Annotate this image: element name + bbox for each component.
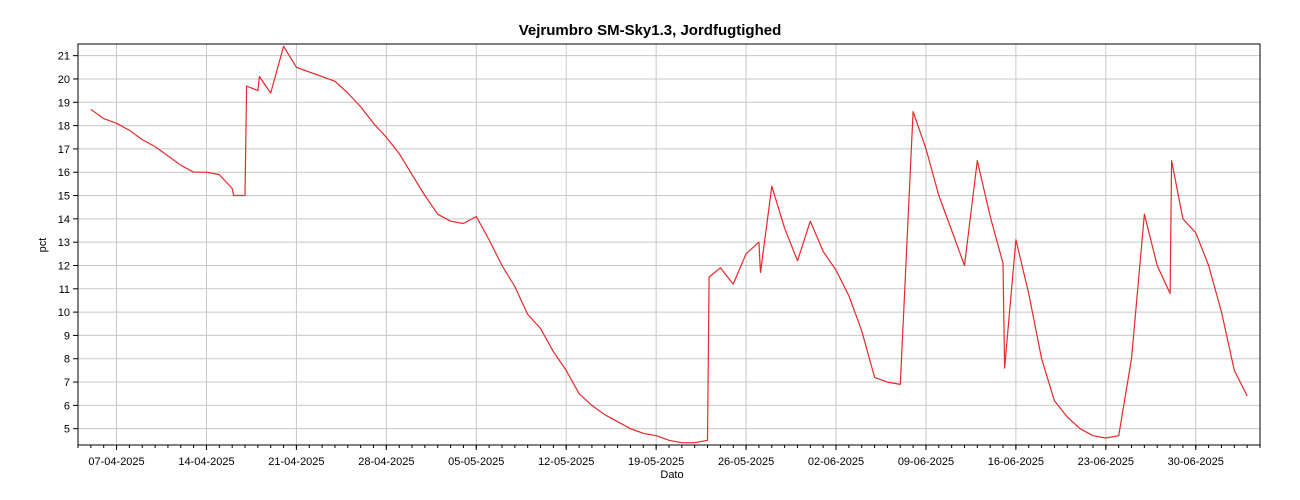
series-line [90, 45, 1248, 444]
plot-frame [77, 43, 1261, 446]
y-tick-label: 17 [58, 144, 70, 156]
y-tick-label: 7 [64, 377, 70, 389]
series-layer [90, 45, 1248, 444]
y-axis-title: pct [37, 238, 49, 253]
y-tick-label: 19 [58, 97, 70, 109]
x-tick-label: 23-06-2025 [1078, 456, 1134, 468]
x-tick-label: 30-06-2025 [1168, 456, 1224, 468]
x-tick-label: 28-04-2025 [358, 456, 414, 468]
axes [73, 43, 1261, 450]
y-tick-label: 18 [58, 121, 70, 133]
y-tick-label: 11 [59, 284, 70, 296]
x-tick-label: 02-06-2025 [808, 456, 864, 468]
y-tick-label: 12 [58, 260, 70, 272]
x-tick-label: 14-04-2025 [178, 456, 234, 468]
x-tick-label: 05-05-2025 [448, 456, 504, 468]
y-tick-label: 9 [64, 330, 70, 342]
y-tick-label: 21 [58, 51, 70, 63]
x-tick-label: 16-06-2025 [988, 456, 1044, 468]
y-tick-label: 13 [58, 237, 70, 249]
x-axis-title: Dato [660, 469, 683, 481]
y-tick-label: 8 [64, 354, 70, 366]
x-tick-label: 21-04-2025 [268, 456, 324, 468]
y-tick-label: 6 [64, 400, 70, 412]
chart-title: Vejrumbro SM-Sky1.3, Jordfugtighed [519, 22, 782, 39]
x-tick-label: 19-05-2025 [628, 456, 684, 468]
x-tick-label: 26-05-2025 [718, 456, 774, 468]
x-tick-labels: 07-04-2025 14-04-2025 21-04-2025 28-04-2025… [88, 456, 1223, 468]
x-tick-label: 12-05-2025 [538, 456, 594, 468]
y-tick-label: 14 [58, 214, 70, 226]
x-tick-label: 09-06-2025 [898, 456, 954, 468]
y-tick-label: 10 [58, 307, 70, 319]
y-tick-label: 16 [58, 167, 70, 179]
grid-lines [78, 44, 1260, 445]
x-tick-label: 07-04-2025 [88, 456, 144, 468]
y-tick-label: 5 [64, 424, 70, 436]
y-tick-label: 20 [58, 74, 70, 86]
y-tick-label: 15 [58, 191, 70, 203]
y-tick-labels: 5 6 7 8 9 10 11 12 13 14 15 16 17 18 19 20 21 [58, 51, 70, 436]
